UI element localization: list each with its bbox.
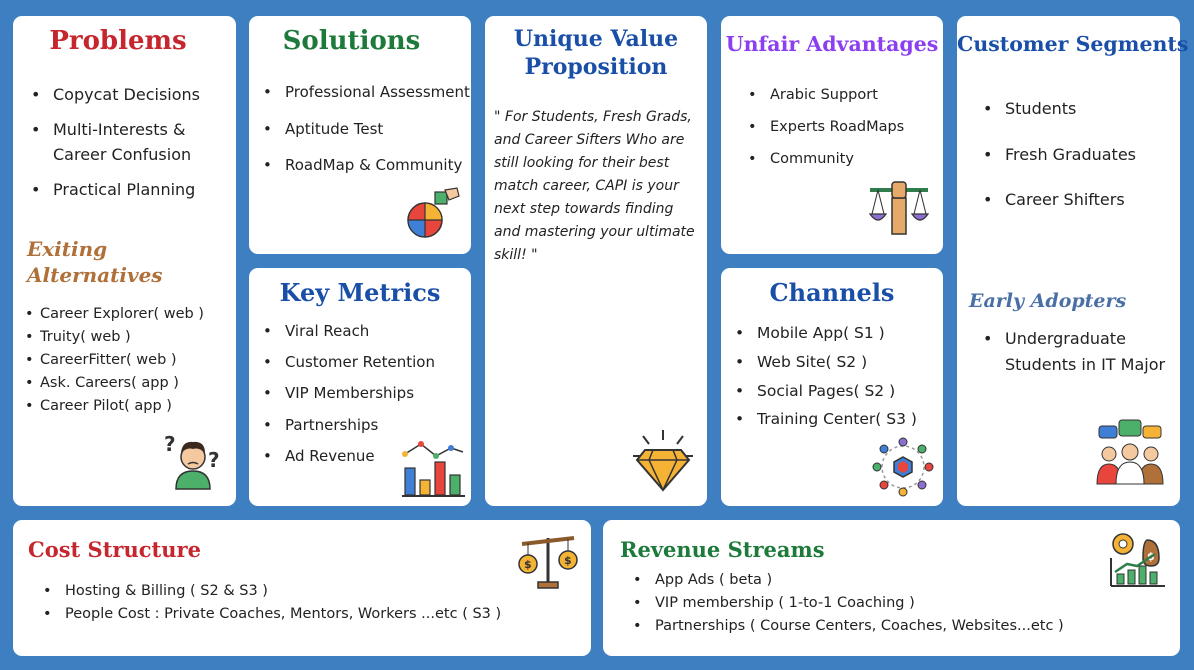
list-item: Community xyxy=(748,143,904,175)
channels-card: Channels Mobile App( S1 ) Web Site( S2 )… xyxy=(721,268,943,506)
list-item: App Ads ( beta ) xyxy=(633,569,1064,592)
channels-title: Channels xyxy=(769,278,895,307)
segments-title: Customer Segments xyxy=(957,32,1189,56)
early-adopters-list: Undergraduate Students in IT Major xyxy=(983,326,1170,378)
growth-icon: $ xyxy=(1110,533,1165,587)
list-item: Undergraduate Students in IT Major xyxy=(983,326,1170,378)
unfair-card: Unfair Advantages Arabic Support Experts… xyxy=(721,16,943,254)
channels-list: Mobile App( S1 ) Web Site( S2 ) Social P… xyxy=(735,319,917,434)
problems-card: Problems Copycat Decisions Multi-Interes… xyxy=(13,16,236,506)
network-icon xyxy=(872,437,934,497)
list-item: VIP membership ( 1-to-1 Coaching ) xyxy=(633,592,1064,615)
problems-title: Problems xyxy=(49,26,187,56)
puzzle-icon xyxy=(407,187,460,238)
segments-list: Students Fresh Graduates Career Shifters xyxy=(983,86,1136,223)
unfair-list: Arabic Support Experts RoadMaps Communit… xyxy=(748,79,904,175)
cost-card: Cost Structure Hosting & Billing ( S2 & … xyxy=(13,520,591,656)
svg-text:$: $ xyxy=(564,554,572,567)
list-item: Training Center( S3 ) xyxy=(735,405,917,434)
list-item: Hosting & Billing ( S2 & S3 ) xyxy=(43,580,501,603)
list-item: Aptitude Test xyxy=(263,111,470,148)
alternatives-title: Exiting Alternatives xyxy=(27,237,163,287)
uvp-text: " For Students, Fresh Grads, and Career … xyxy=(494,109,695,263)
list-item: Fresh Graduates xyxy=(983,132,1136,178)
revenue-list: App Ads ( beta ) VIP membership ( 1-to-1… xyxy=(633,569,1064,638)
scales-fist-icon xyxy=(868,181,930,235)
diamond-icon xyxy=(633,430,693,492)
key-metrics-list: Viral Reach Customer Retention VIP Membe… xyxy=(263,316,435,472)
revenue-title: Revenue Streams xyxy=(620,537,825,562)
list-item: Ask. Careers( app ) xyxy=(25,372,230,395)
list-item: People Cost : Private Coaches, Mentors, … xyxy=(43,603,501,626)
list-item: Professional Assessment xyxy=(263,74,470,111)
list-item: Ad Revenue xyxy=(263,441,435,472)
list-item: Career Shifters xyxy=(983,177,1136,223)
revenue-card: Revenue Streams App Ads ( beta ) VIP mem… xyxy=(603,520,1180,656)
list-item: Students xyxy=(983,86,1136,132)
list-item: Viral Reach xyxy=(263,316,435,347)
list-item: Multi-Interests & Career Confusion xyxy=(31,117,213,167)
list-item: Partnerships xyxy=(263,410,435,441)
svg-text:?: ? xyxy=(164,432,176,456)
list-item: Practical Planning xyxy=(31,177,213,202)
bar-chart-icon xyxy=(402,441,465,497)
early-adopters-title: Early Adopters xyxy=(969,290,1127,312)
list-item: Truity( web ) xyxy=(25,326,230,349)
list-item: Career Pilot( app ) xyxy=(25,395,230,418)
list-item: VIP Memberships xyxy=(263,378,435,409)
problems-list: Copycat Decisions Multi-Interests & Care… xyxy=(31,82,213,202)
key-metrics-title: Key Metrics xyxy=(279,278,441,307)
alternatives-list: Career Explorer( web ) Truity( web ) Car… xyxy=(25,303,230,418)
list-item: Career Explorer( web ) xyxy=(25,303,230,326)
list-item: Customer Retention xyxy=(263,347,435,378)
segments-card: Customer Segments Students Fresh Graduat… xyxy=(957,16,1189,506)
svg-text:?: ? xyxy=(208,448,220,472)
list-item: Web Site( S2 ) xyxy=(735,348,917,377)
list-item: Copycat Decisions xyxy=(31,82,213,107)
solutions-title: Solutions xyxy=(282,26,421,56)
balance-icon: $ $ xyxy=(518,536,578,589)
solutions-card: Solutions Professional Assessment Aptitu… xyxy=(249,16,471,254)
solutions-list: Professional Assessment Aptitude Test Ro… xyxy=(263,74,470,184)
list-item: Arabic Support xyxy=(748,79,904,111)
uvp-title-line2: Proposition xyxy=(524,54,668,80)
confused-person-icon: ? ? xyxy=(164,432,220,490)
unfair-title: Unfair Advantages xyxy=(725,32,939,56)
key-metrics-card: Key Metrics Viral Reach Customer Retenti… xyxy=(249,268,471,506)
cost-list: Hosting & Billing ( S2 & S3 ) People Cos… xyxy=(43,580,501,626)
list-item: Social Pages( S2 ) xyxy=(735,377,917,406)
list-item: Mobile App( S1 ) xyxy=(735,319,917,348)
list-item: CareerFitter( web ) xyxy=(25,349,230,372)
list-item: Experts RoadMaps xyxy=(748,111,904,143)
group-chat-icon xyxy=(1096,419,1164,485)
svg-text:$: $ xyxy=(524,558,532,571)
list-item: Partnerships ( Course Centers, Coaches, … xyxy=(633,615,1064,638)
cost-title: Cost Structure xyxy=(28,537,201,562)
list-item: RoadMap & Community xyxy=(263,147,470,184)
uvp-card: Unique Value Proposition " For Students,… xyxy=(485,16,707,506)
uvp-title-line1: Unique Value xyxy=(513,26,679,52)
